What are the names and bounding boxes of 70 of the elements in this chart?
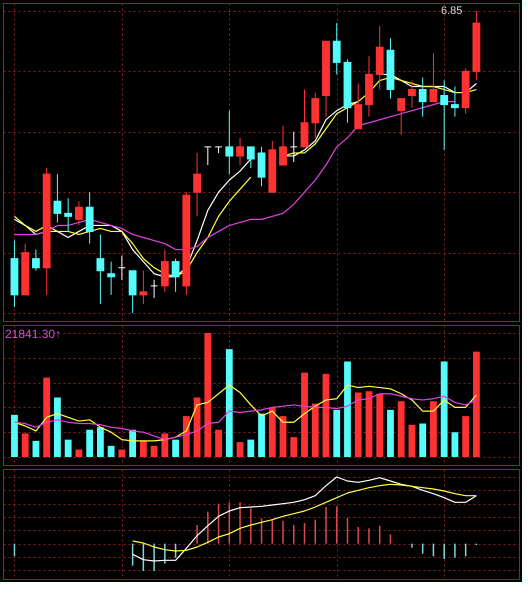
bar [452, 432, 458, 457]
annotation: 21841.30↑ [5, 327, 62, 341]
candlestick [332, 22, 341, 75]
bar [398, 401, 405, 457]
bar [118, 450, 126, 457]
bar [215, 430, 222, 457]
candlestick [150, 279, 158, 298]
bar [268, 407, 276, 457]
candlestick [225, 110, 234, 175]
bar [430, 401, 437, 457]
bar [333, 410, 340, 457]
bar [462, 416, 470, 457]
candlestick [397, 98, 406, 136]
bar [387, 410, 394, 457]
bar [366, 391, 372, 457]
candlestick [440, 80, 448, 150]
bar [440, 362, 448, 457]
candlestick [408, 80, 416, 108]
bar [32, 440, 40, 457]
candlestick [32, 249, 40, 272]
bar [172, 440, 179, 457]
bar [96, 427, 104, 457]
candlestick [96, 234, 104, 304]
candlestick [75, 200, 83, 226]
bar [194, 397, 200, 457]
candlestick [246, 146, 255, 169]
bar [408, 424, 416, 457]
candlestick [172, 258, 180, 292]
candlestick [107, 261, 116, 296]
bar [76, 450, 82, 457]
bar [129, 430, 136, 457]
candlestick [430, 52, 438, 102]
bar [43, 378, 50, 457]
bar [140, 440, 147, 457]
bar [11, 414, 18, 457]
bar [226, 349, 233, 457]
candlestick [54, 174, 62, 223]
bar [419, 424, 426, 457]
bar [312, 404, 319, 457]
candlestick [214, 146, 222, 154]
bar [376, 394, 384, 457]
bar [322, 374, 330, 457]
candlestick [204, 146, 212, 166]
bar [301, 372, 308, 457]
bar [22, 433, 29, 457]
candlestick [290, 131, 298, 162]
annotation: 6.85 [440, 5, 462, 17]
bar [472, 352, 480, 457]
bar [236, 442, 244, 457]
bar [247, 440, 254, 457]
bar [150, 446, 158, 457]
bar [290, 437, 298, 457]
bar [258, 414, 265, 457]
candlestick [279, 125, 287, 166]
candlestick [418, 76, 427, 118]
bar [108, 446, 115, 457]
candlestick [139, 270, 148, 304]
bar [86, 430, 94, 457]
candlestick [118, 255, 126, 280]
candlestick [193, 152, 201, 217]
bar [54, 397, 61, 457]
candlestick [64, 198, 72, 232]
candlestick [236, 137, 244, 166]
bar [280, 416, 286, 457]
candlestick [451, 86, 459, 118]
bar [354, 392, 362, 457]
bar [344, 362, 351, 457]
bar [204, 333, 212, 457]
bar [64, 440, 72, 457]
bar [161, 433, 168, 457]
